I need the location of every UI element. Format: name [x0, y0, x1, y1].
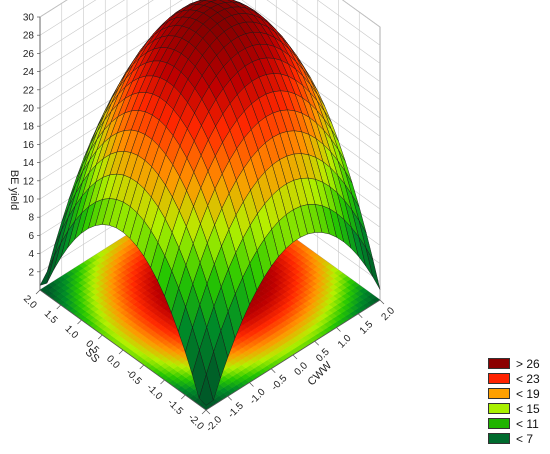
x-tick-label: -0.5 — [124, 367, 144, 387]
y-tick — [314, 341, 319, 346]
z-tick-label: 12 — [23, 176, 35, 187]
x-tick — [35, 289, 41, 295]
legend-label: < 7 — [516, 431, 534, 446]
legend-swatch — [488, 373, 510, 384]
z-tick-label: 30 — [23, 13, 35, 24]
legend: > 26 < 23 < 19 < 15 < 11 < 7 — [488, 356, 548, 446]
legend-swatch — [488, 418, 510, 429]
x-tick-label: 2.0 — [21, 293, 39, 311]
y-tick-label: -1.5 — [226, 400, 246, 420]
wall-gridline — [39, 0, 381, 82]
z-tick-label: 2 — [28, 267, 34, 278]
x-tick-label: 0.0 — [104, 353, 122, 371]
surface-mesh — [39, 0, 381, 406]
legend-item: < 15 — [488, 401, 548, 416]
z-tick-label: 28 — [23, 31, 35, 42]
x-tick — [77, 319, 82, 325]
legend-item: < 7 — [488, 431, 548, 446]
legend-item: > 26 — [488, 356, 548, 371]
z-tick-label: 14 — [23, 158, 35, 169]
z-tick-label: 24 — [23, 67, 35, 78]
z-tick-label: 10 — [23, 195, 35, 206]
y-tick-label: 1.0 — [336, 333, 354, 351]
z-tick-label: 20 — [23, 104, 35, 115]
x-tick — [98, 334, 103, 340]
x-tick-label: -2.0 — [186, 412, 206, 432]
y-tick-label: -0.5 — [269, 373, 289, 393]
y-tick-label: -2.0 — [204, 414, 224, 434]
legend-label: < 15 — [516, 401, 540, 416]
y-tick — [358, 313, 363, 318]
z-tick-label: 16 — [23, 140, 35, 151]
x-tick — [201, 409, 207, 415]
legend-swatch — [488, 358, 510, 369]
legend-item: < 11 — [488, 416, 548, 431]
legend-item: < 19 — [488, 386, 548, 401]
x-tick — [181, 394, 186, 400]
x-tick — [160, 379, 165, 385]
legend-label: > 26 — [516, 356, 540, 371]
x-tick-label: -1.0 — [144, 382, 164, 402]
legend-swatch — [488, 433, 510, 444]
x-tick-label: -1.5 — [165, 397, 185, 417]
z-tick-label: 4 — [28, 249, 34, 260]
x-tick-label: 1.0 — [62, 323, 80, 341]
legend-swatch — [488, 403, 510, 414]
legend-label: < 23 — [516, 371, 540, 386]
y-tick — [249, 382, 254, 387]
z-tick-label: 18 — [23, 122, 35, 133]
surface-cell — [198, 373, 214, 406]
z-tick-label: 8 — [28, 213, 34, 224]
legend-label: < 19 — [516, 386, 540, 401]
z-tick-label: 26 — [23, 49, 35, 60]
y-tick-label: 2.0 — [379, 305, 397, 323]
legend-item: < 23 — [488, 371, 548, 386]
y-tick — [292, 354, 298, 360]
z-axis-label: BE yield — [8, 170, 20, 210]
wall-gridline — [39, 0, 381, 119]
x-tick-label: 1.5 — [42, 308, 60, 326]
y-tick — [336, 327, 341, 332]
y-tick — [379, 299, 385, 305]
z-tick-label: 22 — [23, 85, 35, 96]
y-tick — [227, 396, 232, 401]
y-tick-label: 0.0 — [292, 360, 310, 378]
legend-swatch — [488, 388, 510, 399]
wall-gridline — [39, 0, 381, 46]
y-tick-label: -1.0 — [248, 386, 268, 406]
legend-label: < 11 — [516, 416, 539, 431]
x-tick — [56, 304, 61, 310]
x-tick — [139, 364, 144, 370]
x-tick — [118, 349, 124, 355]
y-tick — [271, 368, 276, 373]
wall-gridline — [39, 0, 381, 101]
wall-gridline — [39, 0, 381, 64]
y-tick-label: 1.5 — [358, 319, 376, 337]
z-tick-label: 6 — [28, 231, 34, 242]
y-tick — [205, 409, 211, 415]
